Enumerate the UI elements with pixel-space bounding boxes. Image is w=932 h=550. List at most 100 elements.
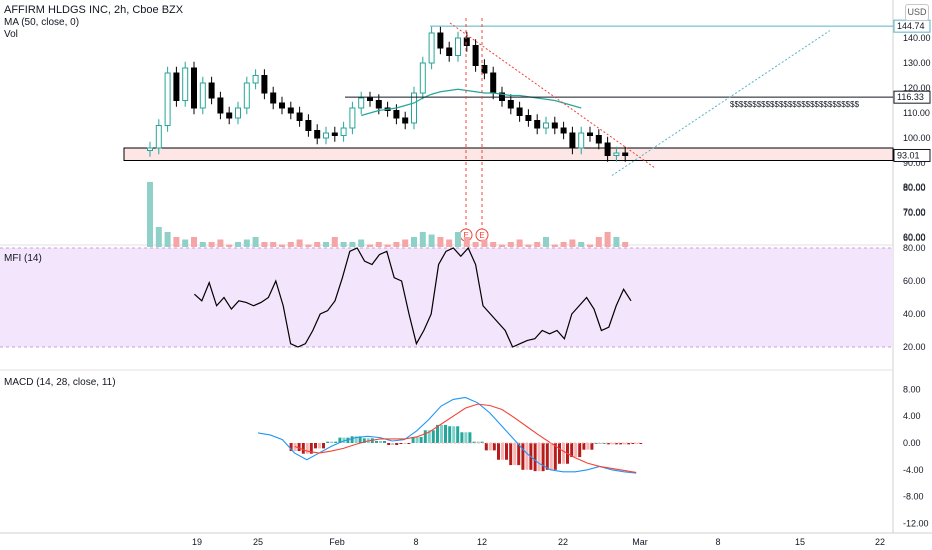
macd-histogram-bar xyxy=(558,443,561,464)
price-tick-label: 70.00 xyxy=(903,208,926,218)
candle xyxy=(287,107,294,114)
macd-histogram-bar xyxy=(383,440,386,443)
macd-tick-label: -12.00 xyxy=(903,518,929,528)
candle xyxy=(235,107,241,119)
volume-bar xyxy=(261,242,268,247)
volume-bar xyxy=(481,239,488,247)
macd-histogram-bar xyxy=(314,443,317,449)
volume-bar xyxy=(226,244,233,247)
macd-histogram-bar xyxy=(322,443,325,449)
candle xyxy=(173,72,180,101)
candle xyxy=(314,130,321,139)
volume-bar xyxy=(331,237,338,247)
volume-bar xyxy=(463,237,470,247)
dollar-band-text: $$$$$$$$$$$$$$$$$$$$$$$$$$$$$ xyxy=(730,100,860,109)
volume-bar xyxy=(604,232,611,247)
volume-bar xyxy=(314,242,321,247)
price-tick-label: 90.00 xyxy=(903,158,926,168)
mfi-tick-label: 80.00 xyxy=(903,243,926,253)
volume-bar xyxy=(340,242,347,247)
macd-histogram-bar xyxy=(517,443,521,466)
macd-histogram-bar xyxy=(635,443,639,444)
macd-histogram-bar xyxy=(619,443,622,445)
candle xyxy=(481,65,488,74)
macd-histogram-bar xyxy=(582,443,586,450)
volume-bar xyxy=(578,242,585,247)
macd-histogram-bar xyxy=(586,443,590,450)
volume-bar xyxy=(147,182,153,247)
volume-bar xyxy=(419,232,426,247)
currency-button[interactable]: USD xyxy=(905,4,929,21)
macd-histogram-bar xyxy=(639,443,643,444)
candle xyxy=(270,92,277,104)
signal-line xyxy=(294,403,637,474)
candle xyxy=(613,152,620,156)
macd-histogram-bar xyxy=(289,443,293,452)
macd-histogram-bar xyxy=(411,436,415,443)
macd-histogram-bar xyxy=(350,436,354,443)
price-tag xyxy=(893,90,931,104)
time-tick-label: 22 xyxy=(558,537,568,547)
volume-bar xyxy=(164,232,171,247)
macd-tick-label: -4.00 xyxy=(903,465,924,475)
volume-bar xyxy=(402,239,409,247)
macd-histogram-bar xyxy=(509,443,513,466)
macd-histogram-bar xyxy=(305,443,309,454)
price-tick-label: 80.00 xyxy=(903,183,926,193)
volume-bar xyxy=(191,237,197,247)
candle xyxy=(375,100,382,109)
volume-bar xyxy=(279,244,285,247)
macd-histogram-bar xyxy=(456,426,460,443)
mfi-tick-label: 60.00 xyxy=(903,276,926,286)
volume-bar xyxy=(375,242,382,247)
macd-histogram-bar xyxy=(468,432,472,443)
macd-histogram-bar xyxy=(501,443,504,460)
macd-histogram-bar xyxy=(440,424,443,443)
macd-histogram-bar xyxy=(598,443,602,444)
macd-histogram-bar xyxy=(610,443,614,445)
macd-histogram-bar xyxy=(301,443,305,454)
event-marker-label: E xyxy=(463,231,468,240)
time-tick-label: Feb xyxy=(329,537,345,547)
candle xyxy=(191,67,197,109)
time-tick-label: 19 xyxy=(192,537,202,547)
volume-bar xyxy=(437,237,444,247)
candle xyxy=(428,32,435,64)
volume-bar xyxy=(472,242,479,247)
candle xyxy=(525,115,532,121)
volume-bar xyxy=(155,227,162,247)
macd-histogram-bar xyxy=(484,443,488,451)
candle xyxy=(155,125,162,149)
volume-bar xyxy=(384,244,391,247)
volume-bar xyxy=(296,239,303,247)
volume-bar xyxy=(446,239,453,247)
time-tick-label: 12 xyxy=(477,537,487,547)
macd-histogram-bar xyxy=(602,443,606,444)
macd-histogram-bar xyxy=(505,443,508,460)
macd-histogram-bar xyxy=(387,443,391,446)
candle xyxy=(208,82,215,99)
candle xyxy=(419,62,426,94)
volume-bar xyxy=(208,242,215,247)
volume-bar xyxy=(235,242,241,247)
volume-bar xyxy=(367,244,373,247)
price-tick-label: 110.00 xyxy=(903,108,930,118)
price-tag-label: 93.01 xyxy=(897,150,920,160)
volume-bar xyxy=(551,244,558,247)
candle xyxy=(507,100,514,109)
candle xyxy=(252,75,259,84)
vol-legend: Vol xyxy=(4,29,18,40)
macd-histogram-bar xyxy=(460,432,464,443)
volume-bar xyxy=(173,237,180,247)
macd-histogram-bar xyxy=(623,443,626,445)
candle xyxy=(622,152,629,156)
candle xyxy=(578,132,585,149)
macd-histogram-bar xyxy=(354,436,358,443)
time-tick-label: 8 xyxy=(715,537,720,547)
candle xyxy=(182,67,189,101)
volume-bar xyxy=(252,237,259,247)
candle xyxy=(226,112,233,119)
volume-bar xyxy=(525,244,532,247)
price-tick-label: 130.00 xyxy=(903,58,931,68)
